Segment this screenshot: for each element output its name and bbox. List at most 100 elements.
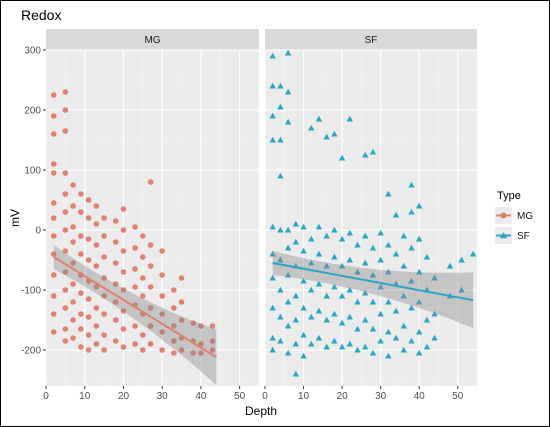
data-point-sf [269, 250, 276, 257]
data-point-sf [354, 346, 361, 353]
data-point-sf [269, 82, 276, 89]
data-point-mg [198, 350, 204, 356]
data-point-sf [308, 340, 315, 347]
data-point-sf [369, 148, 377, 155]
data-point-sf [323, 292, 330, 299]
data-point-mg [62, 191, 69, 197]
data-point-mg [120, 227, 127, 233]
data-point-mg [101, 347, 107, 353]
data-point-sf [385, 190, 392, 197]
data-point-sf [408, 181, 415, 188]
data-point-mg [78, 233, 84, 239]
data-point-sf [315, 250, 323, 257]
data-point-mg [50, 329, 57, 335]
data-point-mg [120, 344, 127, 350]
data-point-sf [284, 226, 292, 233]
x-tick-label: 20 [118, 391, 130, 402]
data-point-sf [354, 268, 361, 275]
data-point-sf [331, 310, 338, 317]
data-point-mg [140, 275, 146, 281]
data-point-mg [159, 329, 165, 335]
data-point-sf [300, 331, 307, 338]
data-point-sf [431, 274, 438, 281]
y-tick-label: 200 [24, 106, 41, 117]
data-point-sf [292, 220, 300, 227]
data-point-sf [369, 271, 377, 278]
data-point-mg [62, 269, 69, 275]
data-point-sf [431, 310, 438, 317]
data-point-sf [331, 283, 338, 290]
confidence-band-sf [272, 251, 474, 329]
data-point-mg [78, 251, 84, 257]
data-point-sf [362, 316, 369, 323]
data-point-sf [385, 241, 392, 248]
data-point-mg [62, 248, 69, 254]
x-tick-label: 0 [43, 391, 49, 402]
data-point-sf [400, 262, 407, 269]
data-point-sf [331, 226, 338, 233]
data-point-sf [431, 334, 438, 341]
data-point-sf [362, 289, 369, 296]
data-point-sf [392, 334, 400, 341]
legend-marker [500, 212, 507, 219]
data-point-mg [112, 281, 119, 287]
trend-line-mg [53, 256, 217, 359]
data-point-sf [354, 325, 361, 332]
data-point-sf [269, 136, 276, 143]
data-point-mg [62, 107, 69, 113]
data-point-mg [147, 284, 154, 290]
data-point-mg [50, 131, 57, 137]
data-point-sf [269, 274, 276, 281]
data-point-mg [50, 311, 57, 317]
data-point-mg [70, 182, 76, 188]
data-point-mg [78, 326, 84, 332]
data-point-mg [70, 281, 76, 287]
data-point-mg [70, 260, 76, 266]
data-point-sf [269, 112, 276, 119]
data-point-sf [323, 133, 330, 140]
data-point-sf [284, 271, 292, 278]
data-point-mg [50, 113, 57, 119]
data-point-mg [62, 287, 69, 293]
data-point-mg [112, 260, 119, 266]
y-axis-title: mV [8, 209, 22, 227]
data-point-sf [323, 343, 330, 350]
data-point-sf [284, 118, 292, 125]
data-point-sf [315, 280, 323, 287]
data-point-mg [120, 287, 127, 293]
x-tick-label: 50 [452, 391, 464, 402]
data-point-mg [120, 326, 127, 332]
data-point-sf [308, 286, 315, 293]
data-point-sf [308, 124, 315, 131]
data-point-sf [385, 298, 392, 305]
data-point-sf [277, 337, 284, 344]
data-point-sf [277, 103, 284, 110]
data-point-mg [132, 266, 138, 272]
data-point-mg [50, 293, 57, 299]
data-point-sf [415, 298, 423, 305]
data-point-sf [284, 349, 292, 356]
data-point-mg [198, 323, 204, 329]
legend-title: Type [497, 190, 521, 202]
data-point-sf [284, 298, 292, 305]
data-point-sf [392, 250, 400, 257]
data-point-sf [458, 256, 465, 263]
data-point-mg [101, 293, 107, 299]
data-point-sf [277, 172, 284, 179]
data-point-sf [392, 211, 400, 218]
data-point-sf [377, 310, 384, 317]
facet-strip [46, 29, 259, 50]
data-point-mg [178, 347, 185, 353]
data-point-sf [423, 253, 431, 260]
data-point-sf [423, 316, 431, 323]
data-point-mg [85, 296, 92, 302]
data-point-mg [190, 320, 196, 326]
data-point-sf [331, 130, 338, 137]
data-point-mg [147, 179, 154, 185]
data-point-mg [112, 239, 119, 245]
data-point-sf [385, 328, 392, 335]
x-tick-label: 40 [195, 391, 207, 402]
data-point-sf [315, 307, 323, 314]
data-point-sf [284, 49, 292, 56]
data-point-sf [269, 334, 276, 341]
